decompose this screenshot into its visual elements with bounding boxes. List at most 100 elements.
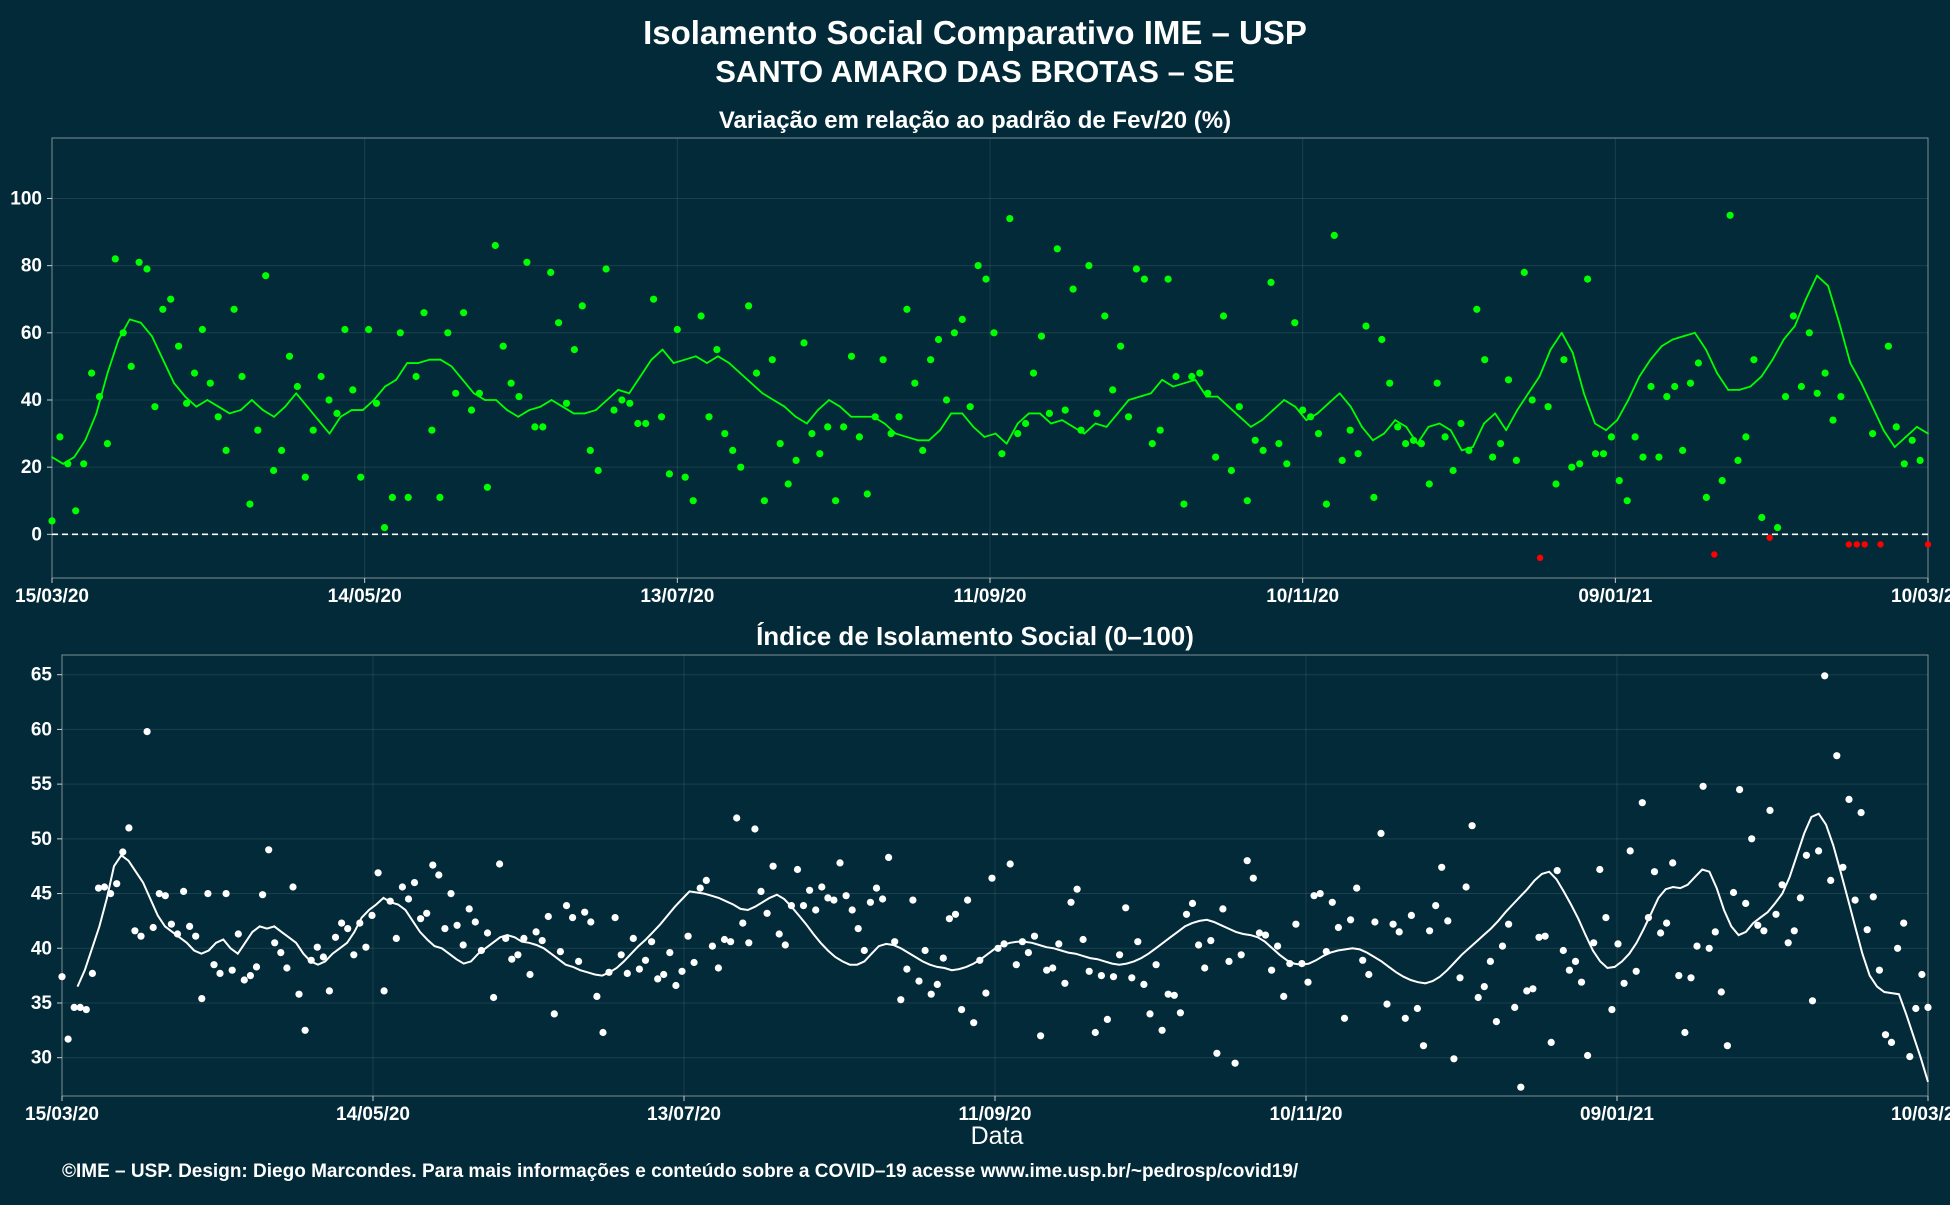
data-point: [1796, 894, 1804, 902]
x-tick-label: 11/09/20: [959, 1104, 1032, 1125]
data-point: [599, 1028, 607, 1037]
data-point: [1544, 403, 1552, 411]
data-point: [301, 473, 309, 481]
moving-average-segment: [1360, 425, 1374, 442]
data-point: [1283, 460, 1291, 468]
data-point: [1310, 892, 1318, 900]
data-point: [532, 928, 540, 936]
data-point: [847, 352, 856, 360]
moving-average-segment: [983, 432, 997, 438]
y-tick-label: 35: [31, 993, 53, 1014]
data-point: [1330, 231, 1338, 239]
moving-average-segment: [1449, 429, 1463, 452]
data-point: [161, 892, 169, 900]
data-point: [792, 456, 800, 464]
data-point: [942, 396, 951, 404]
moving-average-segment: [1039, 412, 1052, 425]
moving-average-segment: [1316, 402, 1330, 415]
moving-average-segment: [1094, 422, 1108, 428]
data-point: [198, 995, 206, 1003]
data-point: [720, 935, 729, 944]
data-point: [1837, 393, 1845, 401]
data-point: [103, 440, 111, 448]
data-point: [752, 369, 761, 377]
data-point: [570, 346, 579, 354]
data-point: [1626, 847, 1634, 855]
data-point: [860, 946, 868, 955]
data-point: [56, 433, 64, 441]
data-point: [1152, 961, 1160, 969]
data-point: [1172, 372, 1180, 381]
data-point: [832, 497, 840, 505]
data-point: [143, 265, 151, 273]
data-point: [1018, 938, 1026, 946]
data-point: [1614, 940, 1622, 948]
footer-credits: ©IME – USP. Design: Diego Marcondes. Par…: [62, 1161, 1299, 1182]
data-point: [927, 990, 935, 998]
moving-average-segment: [1760, 358, 1774, 378]
data-point: [575, 957, 583, 966]
data-point: [1353, 884, 1361, 892]
data-point: [435, 871, 443, 879]
data-point: [751, 825, 759, 833]
data-point: [1669, 859, 1677, 867]
data-point: [404, 895, 413, 903]
data-point: [214, 413, 222, 421]
data-point: [465, 905, 473, 913]
data-point: [933, 980, 941, 989]
data-point: [1091, 1028, 1099, 1037]
data-point: [254, 426, 262, 434]
data-point: [1386, 379, 1394, 387]
data-point: [927, 356, 935, 364]
data-point: [1821, 672, 1829, 680]
data-point: [1037, 332, 1046, 340]
data-point: [539, 423, 547, 431]
data-point: [1043, 966, 1051, 974]
data-point: [111, 255, 119, 263]
data-point: [1608, 1006, 1616, 1014]
data-point: [934, 335, 943, 344]
moving-average-segment: [1638, 358, 1652, 378]
data-point: [1371, 918, 1379, 926]
moving-average-segment: [839, 405, 853, 418]
data-point: [705, 413, 713, 421]
moving-average-segment: [506, 409, 520, 418]
data-point: [82, 1006, 90, 1014]
data-point: [64, 460, 72, 468]
x-tick-label: 14/05/20: [328, 586, 402, 607]
data-point: [690, 958, 698, 967]
x-tick-label: 10/11/20: [1270, 1104, 1343, 1125]
data-point: [617, 951, 625, 959]
data-point: [107, 890, 115, 898]
data-point: [909, 896, 917, 904]
data-point: [1760, 927, 1768, 935]
moving-average-segment: [51, 456, 65, 465]
data-point: [1465, 446, 1473, 454]
data-point: [1219, 905, 1227, 913]
moving-average-segment: [1882, 429, 1896, 448]
data-point: [1274, 942, 1282, 950]
data-point: [635, 965, 644, 973]
data-point: [1869, 430, 1877, 438]
data-point: [866, 898, 875, 906]
data-point: [1079, 935, 1087, 944]
moving-average-segment: [1172, 382, 1186, 388]
data-point: [1322, 500, 1330, 508]
moving-average-segment: [517, 409, 531, 418]
moving-average-segment: [1605, 419, 1619, 432]
data-point: [368, 911, 376, 920]
data-point: [1894, 944, 1902, 952]
data-point: [1061, 406, 1069, 414]
data-point: [453, 921, 461, 929]
moving-average-segment: [1649, 345, 1663, 361]
data-point: [1705, 944, 1713, 952]
data-point: [611, 914, 619, 922]
data-point: [1778, 881, 1786, 889]
data-point: [1433, 379, 1441, 387]
data-point: [374, 869, 382, 877]
data-point: [1354, 450, 1362, 458]
index-panel: 30 35 40 45 50 55 60 65 15/03/20 14/05/20 13/07/20…: [25, 654, 1950, 1125]
data-point: [386, 897, 394, 905]
data-point: [1097, 972, 1105, 980]
data-point: [380, 987, 388, 995]
